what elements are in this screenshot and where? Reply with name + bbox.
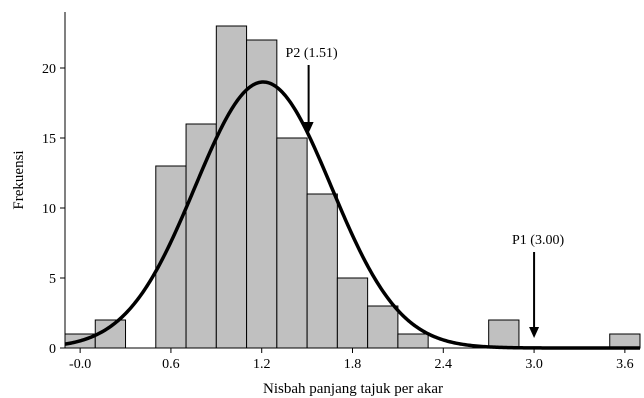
x-tick-label: 1.2 bbox=[253, 357, 271, 372]
histogram-bars bbox=[64, 25, 641, 349]
histogram-bar bbox=[336, 277, 369, 349]
annotations: P2 (1.51) P1 (3.00) bbox=[286, 46, 564, 338]
x-tick-label: 0.6 bbox=[162, 357, 180, 372]
histogram-bar bbox=[367, 305, 399, 349]
annotation-label: P1 (3.00) bbox=[512, 233, 564, 248]
x-tick-label: -0.0 bbox=[69, 357, 91, 372]
x-tick-label: 3.0 bbox=[525, 357, 543, 372]
histogram-bar bbox=[276, 137, 308, 349]
x-tick-label: 3.6 bbox=[616, 357, 634, 372]
histogram-bar bbox=[609, 333, 641, 349]
histogram-bar bbox=[246, 39, 278, 349]
histogram-bar bbox=[488, 319, 520, 349]
histogram-bar bbox=[397, 333, 429, 349]
histogram-bar bbox=[185, 123, 217, 349]
x-tick-label: 2.4 bbox=[435, 357, 453, 372]
y-tick-label: 0 bbox=[49, 342, 56, 357]
y-tick-label: 20 bbox=[42, 62, 56, 77]
y-axis-title: Frekuensi bbox=[11, 150, 27, 209]
annotation-label: P2 (1.51) bbox=[286, 46, 338, 61]
ticks: -0.0 0.6 1.2 1.8 2.4 3.0 3.6 0 5 10 15 20 bbox=[42, 62, 634, 372]
y-tick-label: 15 bbox=[42, 132, 56, 147]
x-tick-label: 1.8 bbox=[344, 357, 362, 372]
annotation-arrow-head bbox=[529, 327, 540, 338]
y-tick-label: 10 bbox=[42, 202, 56, 217]
histogram-bar bbox=[155, 165, 187, 349]
y-tick-label: 5 bbox=[49, 272, 56, 287]
histogram-bar bbox=[306, 193, 338, 349]
histogram-bar bbox=[215, 25, 248, 349]
x-axis-title: Nisbah panjang tajuk per akar bbox=[263, 381, 443, 397]
annotation-arrow-head bbox=[303, 122, 314, 134]
